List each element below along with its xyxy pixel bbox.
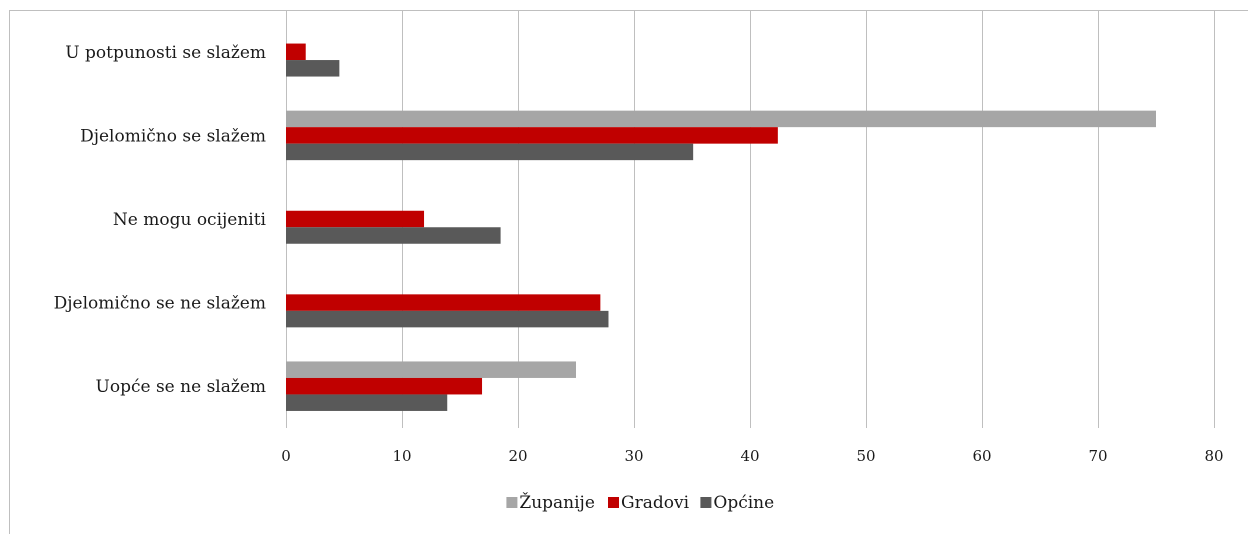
legend-swatch-županije [506, 497, 518, 508]
legend-label-1: Gradovi [621, 493, 690, 513]
category-label-3: Djelomično se ne slažem [54, 294, 266, 314]
legend: Županije Gradovi Općine [506, 492, 774, 513]
category-labels: U potpunosti se slažem Djelomično se slaž… [54, 43, 267, 397]
bar-općine-4 [286, 394, 448, 411]
x-tick-10: 10 [392, 447, 411, 465]
bar-gradovi-0 [286, 43, 306, 61]
x-tick-30: 30 [624, 447, 643, 465]
legend-label-0: Županije [519, 492, 595, 513]
bar-gradovi-4 [286, 377, 483, 395]
category-label-0: U potpunosti se slažem [65, 43, 266, 63]
x-tick-40: 40 [740, 447, 759, 465]
category-label-2: Ne mogu ocijeniti [113, 210, 267, 230]
legend-label-2: Općine [713, 493, 774, 513]
chart-frame [9, 10, 1248, 534]
bar-gradovi-1 [286, 127, 778, 144]
category-label-1: Djelomično se slažem [80, 126, 266, 146]
category-label-4: Uopće se ne slažem [96, 377, 266, 397]
bar-općine-0 [286, 60, 340, 77]
x-tick-60: 60 [972, 447, 991, 465]
bar-gradovi-3 [286, 294, 601, 311]
x-tick-50: 50 [856, 447, 875, 465]
x-tick-0: 0 [281, 447, 291, 465]
bar-općine-1 [286, 143, 694, 161]
x-tick-70: 70 [1088, 447, 1107, 465]
bar-županije-4 [286, 361, 576, 378]
bar-županije-1 [286, 110, 1156, 128]
x-tick-20: 20 [508, 447, 527, 465]
bars [286, 43, 1156, 411]
bar-općine-2 [286, 227, 501, 244]
x-tick-labels: 0 10 20 30 40 50 60 70 80 [281, 447, 1223, 465]
bar-općine-3 [286, 310, 609, 328]
x-tick-80: 80 [1204, 447, 1223, 465]
bar-gradovi-2 [286, 210, 425, 228]
legend-swatch-gradovi [608, 497, 619, 508]
legend-swatch-općine [700, 497, 712, 508]
